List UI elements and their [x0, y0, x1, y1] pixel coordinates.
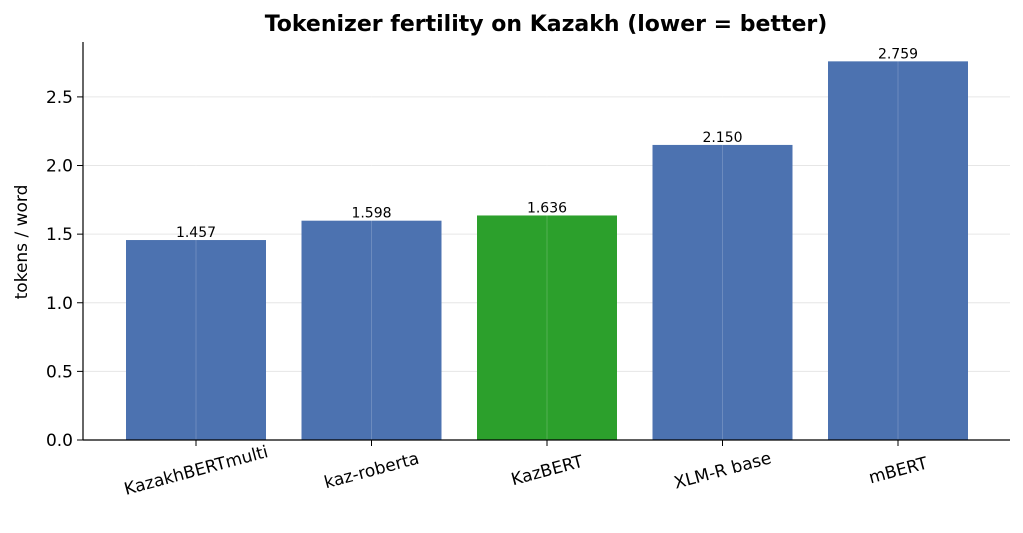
y-tick-label: 2.5: [46, 88, 73, 108]
data-label: 2.150: [702, 130, 742, 146]
y-axis-label: tokens / word: [12, 185, 32, 300]
x-grid-layer: [195, 42, 899, 440]
bar: [126, 240, 266, 440]
data-label: 2.759: [878, 46, 918, 62]
data-label: 1.636: [527, 200, 567, 216]
x-tick-label: mBERT: [867, 453, 931, 488]
bar: [828, 61, 968, 440]
data-label: 1.598: [351, 206, 391, 222]
bar: [652, 144, 793, 440]
chart-title: Tokenizer fertility on Kazakh (lower = b…: [265, 12, 828, 37]
x-tick-label: KazBERT: [509, 452, 586, 491]
y-tick-label: 0.5: [46, 362, 73, 382]
y-tick-label: 0.0: [46, 431, 73, 451]
y-tick-label: 2.0: [46, 157, 73, 177]
bar: [477, 215, 617, 440]
x-tick-label: kaz-roberta: [322, 449, 421, 494]
y-tick-label: 1.5: [46, 225, 73, 245]
y-tick-label: 1.0: [46, 294, 73, 314]
bar-layer: [126, 61, 968, 440]
axis-layer: [77, 42, 1010, 446]
bar: [301, 220, 442, 440]
data-label: 1.457: [176, 225, 216, 241]
x-tick-label: KazakhBERTmulti: [122, 442, 270, 500]
x-tick-label: XLM-R base: [672, 448, 773, 493]
